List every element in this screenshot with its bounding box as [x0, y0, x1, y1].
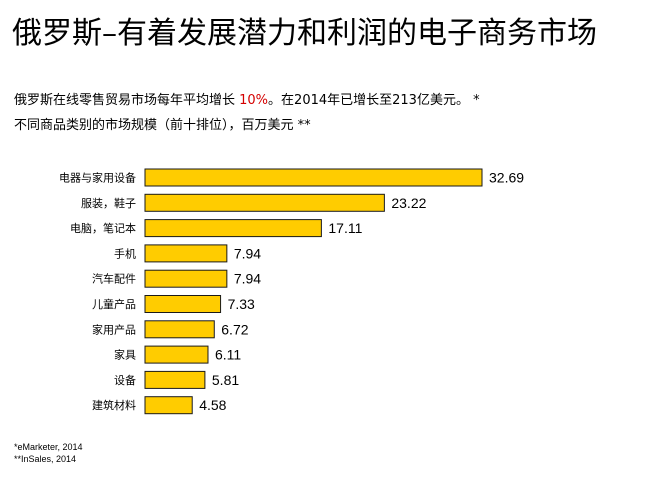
value-label-2: 17.11: [328, 220, 362, 236]
category-label-6: 家用产品: [92, 322, 136, 336]
value-label-4: 7.94: [234, 271, 261, 287]
bar-7: [144, 345, 209, 364]
category-bar-chart: 电器与家用设备 32.69 服装，鞋子 23.22 电脑，笔记本 17.11 手机 7.94 汽…: [59, 168, 524, 415]
growth-statement: 俄罗斯在线零售贸易市场每年平均增长 10%。在2014年已增长至213亿美元。 …: [14, 92, 480, 110]
category-label-0: 电器与家用设备: [59, 171, 136, 185]
value-label-0: 32.69: [489, 170, 524, 186]
source-note-insales: **InSales, 2014: [14, 454, 77, 464]
bar-9: [144, 396, 193, 415]
value-label-7: 6.11: [215, 347, 241, 363]
category-label-4: 汽车配件: [92, 272, 136, 286]
growth-text-start: 俄罗斯在线零售贸易市场每年平均增长: [14, 93, 240, 108]
bar-8: [144, 370, 206, 389]
chart-caption: 不同商品类别的市场规模（前十排位），百万美元 **: [14, 118, 311, 133]
bar-1: [144, 193, 385, 212]
bar-5: [144, 295, 222, 313]
source-note-emarketer: *eMarketer, 2014: [14, 442, 83, 452]
category-label-9: 建筑材料: [92, 398, 136, 412]
category-label-5: 儿童产品: [92, 297, 136, 311]
value-label-5: 7.33: [228, 296, 255, 312]
category-label-3: 手机: [114, 246, 136, 260]
category-label-1: 服装，鞋子: [81, 196, 136, 210]
value-label-9: 4.58: [199, 397, 226, 413]
value-label-8: 5.81: [212, 372, 239, 388]
bar-4: [144, 269, 228, 288]
value-label-3: 7.94: [234, 245, 261, 261]
growth-text-end: 。在2014年已增长至213亿美元。 *: [268, 93, 480, 108]
bar-6: [144, 320, 215, 339]
bar-0: [144, 168, 483, 187]
bar-2: [144, 219, 322, 238]
category-label-2: 电脑，笔记本: [70, 221, 136, 235]
category-label-7: 家具: [114, 348, 136, 362]
value-label-6: 6.72: [221, 321, 248, 337]
page-title: 俄罗斯–有着发展潜力和利润的电子商务市场: [12, 16, 597, 51]
growth-rate: 10%: [239, 93, 269, 108]
category-label-8: 设备: [114, 373, 136, 387]
bar-3: [144, 244, 228, 263]
value-label-1: 23.22: [391, 195, 426, 211]
